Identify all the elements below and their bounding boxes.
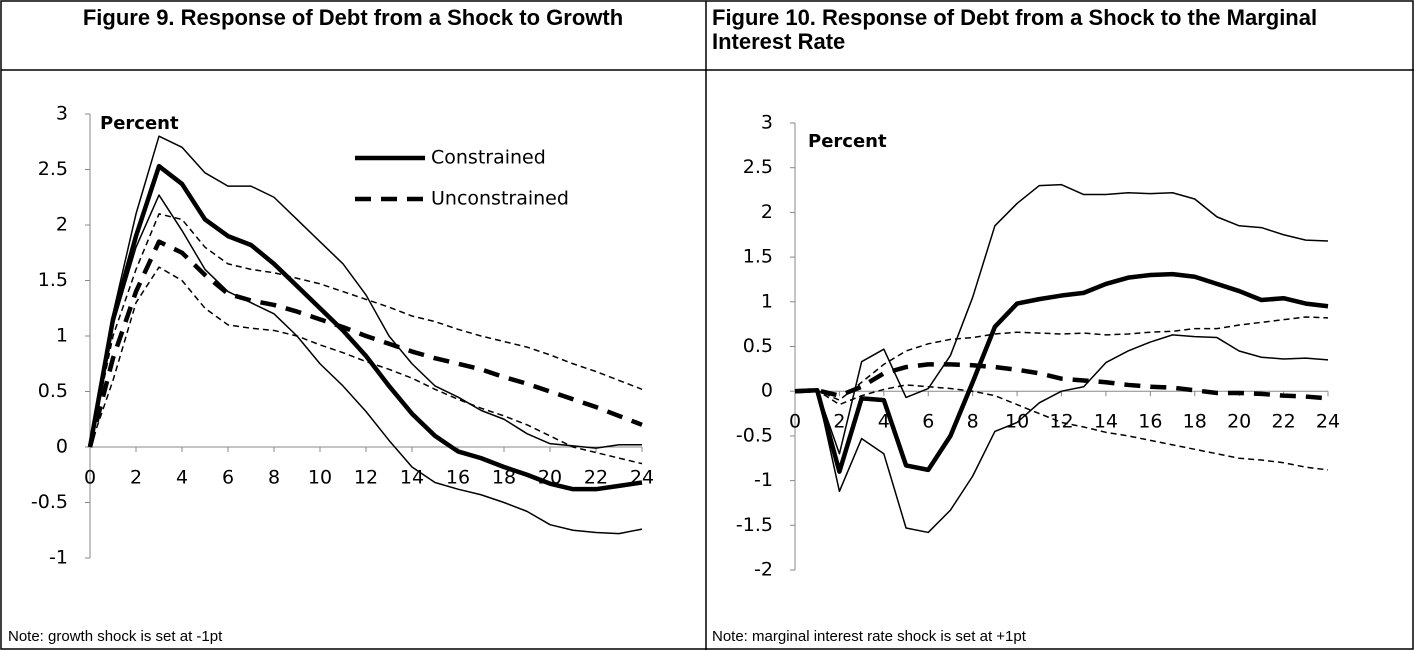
- x-tick-label: 14: [1094, 411, 1118, 433]
- x-tick-label: 20: [1227, 411, 1251, 433]
- y-tick-label: 3: [761, 112, 773, 134]
- series-line: [87, 163, 643, 492]
- x-tick-label: 4: [176, 467, 188, 489]
- x-tick-label: 8: [268, 467, 280, 489]
- x-tick-label: 8: [967, 411, 979, 433]
- note: Note: marginal interest rate shock is se…: [712, 628, 1027, 645]
- y-axis-label: Percent: [808, 131, 887, 152]
- y-tick-label: 1: [56, 325, 68, 347]
- chart-title: Figure 9. Response of Debt from a Shock …: [82, 5, 624, 30]
- x-tick-label: 12: [1049, 411, 1073, 433]
- x-tick-label: 10: [308, 467, 332, 489]
- x-tick-label: 2: [130, 467, 142, 489]
- series-line: [794, 334, 1329, 534]
- x-tick-label: 6: [922, 411, 934, 433]
- x-tick-label: 22: [584, 467, 608, 489]
- y-tick-label: -2: [754, 559, 773, 581]
- series-line: [87, 239, 643, 448]
- note: Note: growth shock is set at -1pt: [8, 628, 223, 645]
- x-tick-label: 16: [446, 467, 470, 489]
- x-tick-label: 24: [1316, 411, 1340, 433]
- y-tick-label: 2: [56, 214, 68, 236]
- series-line: [794, 384, 1329, 471]
- y-tick-label: 0: [56, 436, 68, 458]
- legend-label: Unconstrained: [431, 188, 569, 210]
- y-tick-label: 0.5: [38, 380, 68, 402]
- x-tick-label: 6: [222, 467, 234, 489]
- x-tick-label: 14: [400, 467, 424, 489]
- y-tick-label: 2.5: [38, 158, 68, 180]
- y-tick-label: 1: [761, 290, 773, 312]
- y-tick-label: 2: [761, 201, 773, 223]
- y-tick-label: 0: [761, 380, 773, 402]
- x-tick-label: 18: [1183, 411, 1207, 433]
- y-tick-label: -1: [754, 469, 773, 491]
- x-tick-label: 12: [354, 467, 378, 489]
- chart-title: Figure 10. Response of Debt from a Shock…: [712, 5, 1318, 54]
- y-tick-label: -0.5: [31, 491, 68, 513]
- x-tick-label: 22: [1271, 411, 1295, 433]
- series-line: [794, 271, 1329, 474]
- y-tick-label: 1.5: [38, 269, 68, 291]
- y-tick-label: 2.5: [743, 156, 773, 178]
- x-tick-label: 18: [492, 467, 516, 489]
- series-line: [89, 135, 642, 449]
- x-tick-label: 4: [878, 411, 890, 433]
- legend-label: Constrained: [431, 147, 546, 169]
- x-tick-label: 2: [833, 411, 845, 433]
- series-line: [89, 194, 643, 535]
- x-tick-label: 0: [789, 411, 801, 433]
- series-line: [794, 362, 1329, 401]
- y-tick-label: 0.5: [743, 335, 773, 357]
- y-tick-label: -1: [49, 547, 68, 569]
- series-line: [89, 213, 643, 448]
- y-tick-label: -1.5: [736, 514, 773, 536]
- series-line: [89, 266, 643, 465]
- y-tick-label: 3: [56, 103, 68, 125]
- y-tick-label: 1.5: [743, 246, 773, 268]
- series-line: [794, 183, 1329, 455]
- y-axis-label: Percent: [100, 113, 179, 134]
- x-tick-label: 0: [84, 467, 96, 489]
- x-tick-label: 16: [1138, 411, 1162, 433]
- series-line: [794, 316, 1329, 401]
- y-tick-label: -0.5: [736, 424, 773, 446]
